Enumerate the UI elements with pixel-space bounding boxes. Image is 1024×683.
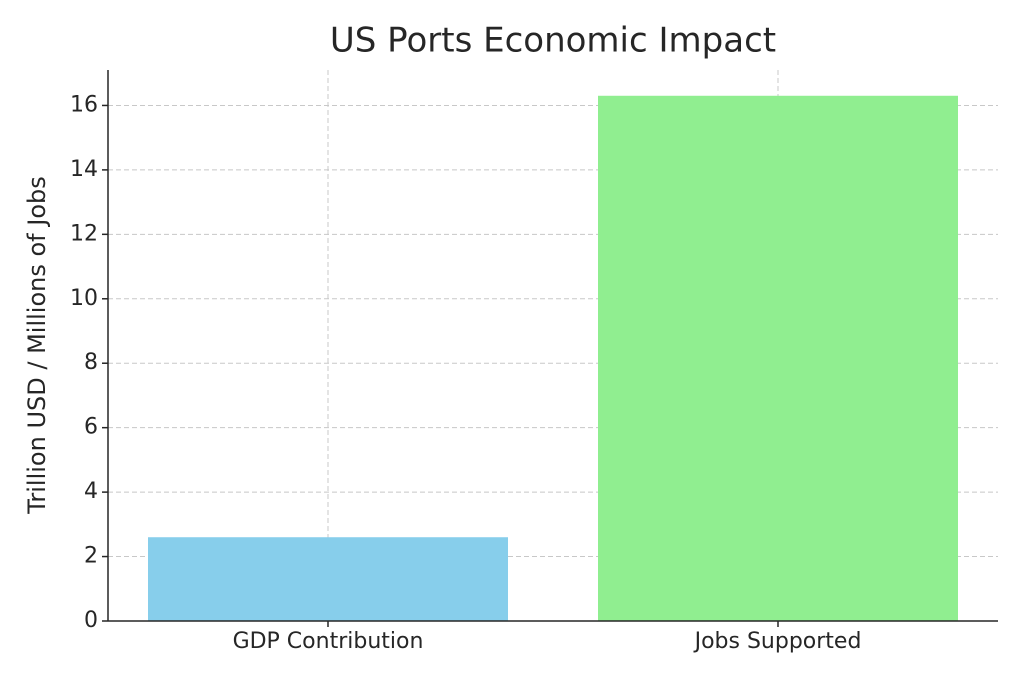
x-tick-label: GDP Contribution: [233, 629, 424, 654]
y-axis-label: Trillion USD / Millions of Jobs: [23, 176, 51, 515]
y-tick-label: 0: [84, 608, 98, 633]
chart-title: US Ports Economic Impact: [330, 21, 776, 61]
y-tick-label: 12: [70, 221, 98, 246]
y-tick-label: 4: [84, 479, 98, 504]
x-tick-label: Jobs Supported: [693, 629, 862, 654]
y-tick-label: 10: [70, 286, 98, 311]
y-tick-label: 2: [84, 544, 98, 569]
y-tick-label: 6: [84, 415, 98, 440]
bar: [148, 537, 508, 621]
y-tick-label: 8: [84, 350, 98, 375]
bar: [598, 95, 958, 622]
y-tick-label: 14: [70, 157, 98, 182]
y-tick-label: 16: [70, 92, 98, 117]
